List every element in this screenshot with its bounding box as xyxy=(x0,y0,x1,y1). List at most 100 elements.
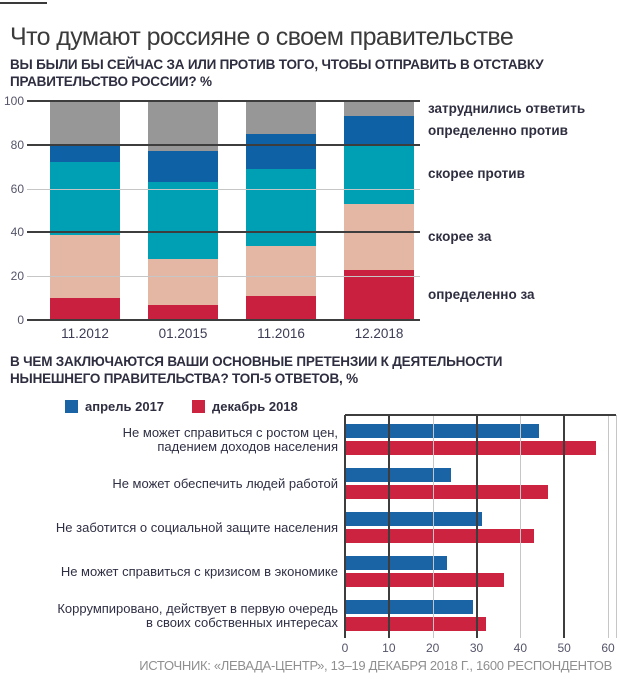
category-label-line: Коррумпировано, действует в первую очере… xyxy=(57,601,338,616)
x-axis-label-20: 20 xyxy=(425,641,440,655)
bar-segment-определенно-против xyxy=(148,151,218,183)
chart2-question-line1: В ЧЕМ ЗАКЛЮЧАЮТСЯ ВАШИ ОСНОВНЫЕ ПРЕТЕНЗИ… xyxy=(10,354,503,369)
bar-segment-определенно-против xyxy=(246,133,316,169)
gridline-y80 xyxy=(35,143,420,146)
chart1-question-heading: ВЫ БЫЛИ БЫ СЕЙЧАС ЗА ИЛИ ПРОТИВ ТОГО, ЧТ… xyxy=(10,56,600,90)
bar-april-2017 xyxy=(346,556,447,570)
gridline-y100 xyxy=(35,100,420,102)
bar-april-2017 xyxy=(346,468,452,482)
bar-segment-определенно-против xyxy=(344,116,414,145)
bar-segment-скорее-за xyxy=(148,258,218,305)
legend-swatch-december-2018 xyxy=(192,399,206,413)
series-label-скорее-против: скорее против xyxy=(428,166,525,182)
bar-december-2018 xyxy=(346,529,535,543)
bar-segment-определенно-против xyxy=(50,144,120,163)
axis-tick-y80 xyxy=(27,143,35,146)
gridline-x60 xyxy=(608,415,609,638)
x-axis-label-60: 60 xyxy=(601,641,615,655)
axis-tick-y60 xyxy=(27,188,35,190)
legend-swatch-april-2017 xyxy=(65,399,78,413)
gridline-x0 xyxy=(344,415,346,638)
gridline-y60 xyxy=(35,188,420,190)
gridline-x50 xyxy=(563,415,566,638)
x-axis-label-date: 11.2016 xyxy=(257,326,305,341)
bar-segment-определенно-за xyxy=(50,298,120,320)
category-label-line: в своих собственных интересах xyxy=(146,614,338,630)
series-label-затруднились-ответить: затруднились ответить xyxy=(428,100,586,116)
category-label: Не может обеспечить людей работой xyxy=(8,477,338,491)
bar-segment-скорее-за xyxy=(50,234,120,299)
axis-tick-y0 xyxy=(27,319,35,321)
bar-segment-определенно-за xyxy=(148,304,218,320)
legend-label-april-2017: апрель 2017 xyxy=(85,398,165,414)
x-axis-line xyxy=(35,319,420,321)
gridline-x30 xyxy=(475,415,478,638)
bar-segment-затруднились-ответить xyxy=(148,101,218,152)
bar-segment-скорее-против xyxy=(344,144,414,204)
bar-segment-затруднились-ответить xyxy=(344,101,414,117)
chart2-legend: апрель 2017 декабрь 2018 xyxy=(65,397,298,415)
bar-april-2017 xyxy=(346,600,474,614)
category-label-line: Не может справиться с кризисом в экономи… xyxy=(60,563,338,579)
bar-april-2017 xyxy=(346,424,539,438)
series-label-скорее-за: скорее за xyxy=(428,228,492,244)
gridline-x40 xyxy=(520,415,522,638)
x-axis-label-40: 40 xyxy=(513,641,527,655)
x-axis-label-10: 10 xyxy=(382,641,396,655)
y-axis-label-40: 40 xyxy=(10,225,24,240)
category-label-line: Не может справиться с ростом цен, xyxy=(122,425,338,440)
bar-december-2018 xyxy=(346,617,487,631)
chart2-top-border xyxy=(345,414,616,416)
bar-segment-скорее-против xyxy=(148,182,218,259)
y-axis-label-0: 0 xyxy=(17,313,24,327)
source-note: ИСТОЧНИК: «ЛЕВАДА-ЦЕНТР», 13–19 ДЕКАБРЯ … xyxy=(139,658,612,673)
x-axis-label-date: 01.2015 xyxy=(158,326,208,341)
category-label-line: Не заботится о социальной защите населен… xyxy=(55,519,338,535)
category-label-line: падением доходов населения xyxy=(157,438,338,454)
category-label: Не заботится о социальной защите населен… xyxy=(8,521,338,535)
y-axis-label-100: 100 xyxy=(3,94,24,108)
category-label: Не может справиться с кризисом в экономи… xyxy=(8,565,338,579)
y-axis-label-60: 60 xyxy=(10,181,24,196)
series-label-определенно-против: определенно против xyxy=(428,122,568,138)
bar-december-2018 xyxy=(346,573,504,587)
bar-segment-затруднились-ответить xyxy=(246,101,316,134)
bar-april-2017 xyxy=(346,512,482,526)
axis-tick-y40 xyxy=(27,231,35,234)
gridline-x20 xyxy=(432,415,434,638)
chart1-question-line1: ВЫ БЫЛИ БЫ СЕЙЧАС ЗА ИЛИ ПРОТИВ ТОГО, ЧТ… xyxy=(10,57,544,72)
series-label-определенно-за: определенно за xyxy=(428,286,535,302)
bar-december-2018 xyxy=(346,485,548,499)
bar-segment-скорее-за xyxy=(246,245,316,296)
category-label: Коррумпировано, действует в первую очере… xyxy=(8,602,338,629)
x-axis-label-50: 50 xyxy=(557,641,571,655)
category-label-line: Не может обеспечить людей работой xyxy=(112,475,338,491)
legend-label-december-2018: декабрь 2018 xyxy=(212,398,298,414)
axis-tick-y100 xyxy=(27,100,35,102)
chart1-question-line2: ПРАВИТЕЛЬСТВО РОССИИ? % xyxy=(10,74,212,89)
y-axis-label-20: 20 xyxy=(10,269,24,284)
x-axis-label-date: 12.2018 xyxy=(354,326,404,341)
chart2-right-border xyxy=(616,415,617,638)
gridline-x10 xyxy=(387,415,390,638)
axis-tick-y20 xyxy=(27,276,35,278)
gridline-y20 xyxy=(35,276,420,278)
x-axis-label-30: 30 xyxy=(469,641,484,655)
category-label: Не может справиться с ростом цен, падение… xyxy=(8,426,338,453)
bar-segment-затруднились-ответить xyxy=(50,101,120,145)
bar-december-2018 xyxy=(346,441,596,455)
x-axis-label-0: 0 xyxy=(341,641,349,655)
gridline-y40 xyxy=(35,231,420,234)
y-axis-label-80: 80 xyxy=(10,137,24,152)
bar-segment-скорее-за xyxy=(344,203,414,270)
bar-segment-определенно-за xyxy=(344,269,414,320)
x-axis-label-date: 11.2012 xyxy=(61,326,109,341)
chart2-question-line2: НЫНЕШНЕГО ПРАВИТЕЛЬСТВА? ТОП-5 ОТВЕТОВ, … xyxy=(10,371,358,386)
bar-segment-определенно-за xyxy=(246,295,316,320)
bar-segment-скорее-против xyxy=(50,162,120,235)
page-title: Что думают россияне о своем правительств… xyxy=(10,22,514,51)
top-accent-rule xyxy=(0,2,47,4)
bar-segment-скорее-против xyxy=(246,168,316,246)
